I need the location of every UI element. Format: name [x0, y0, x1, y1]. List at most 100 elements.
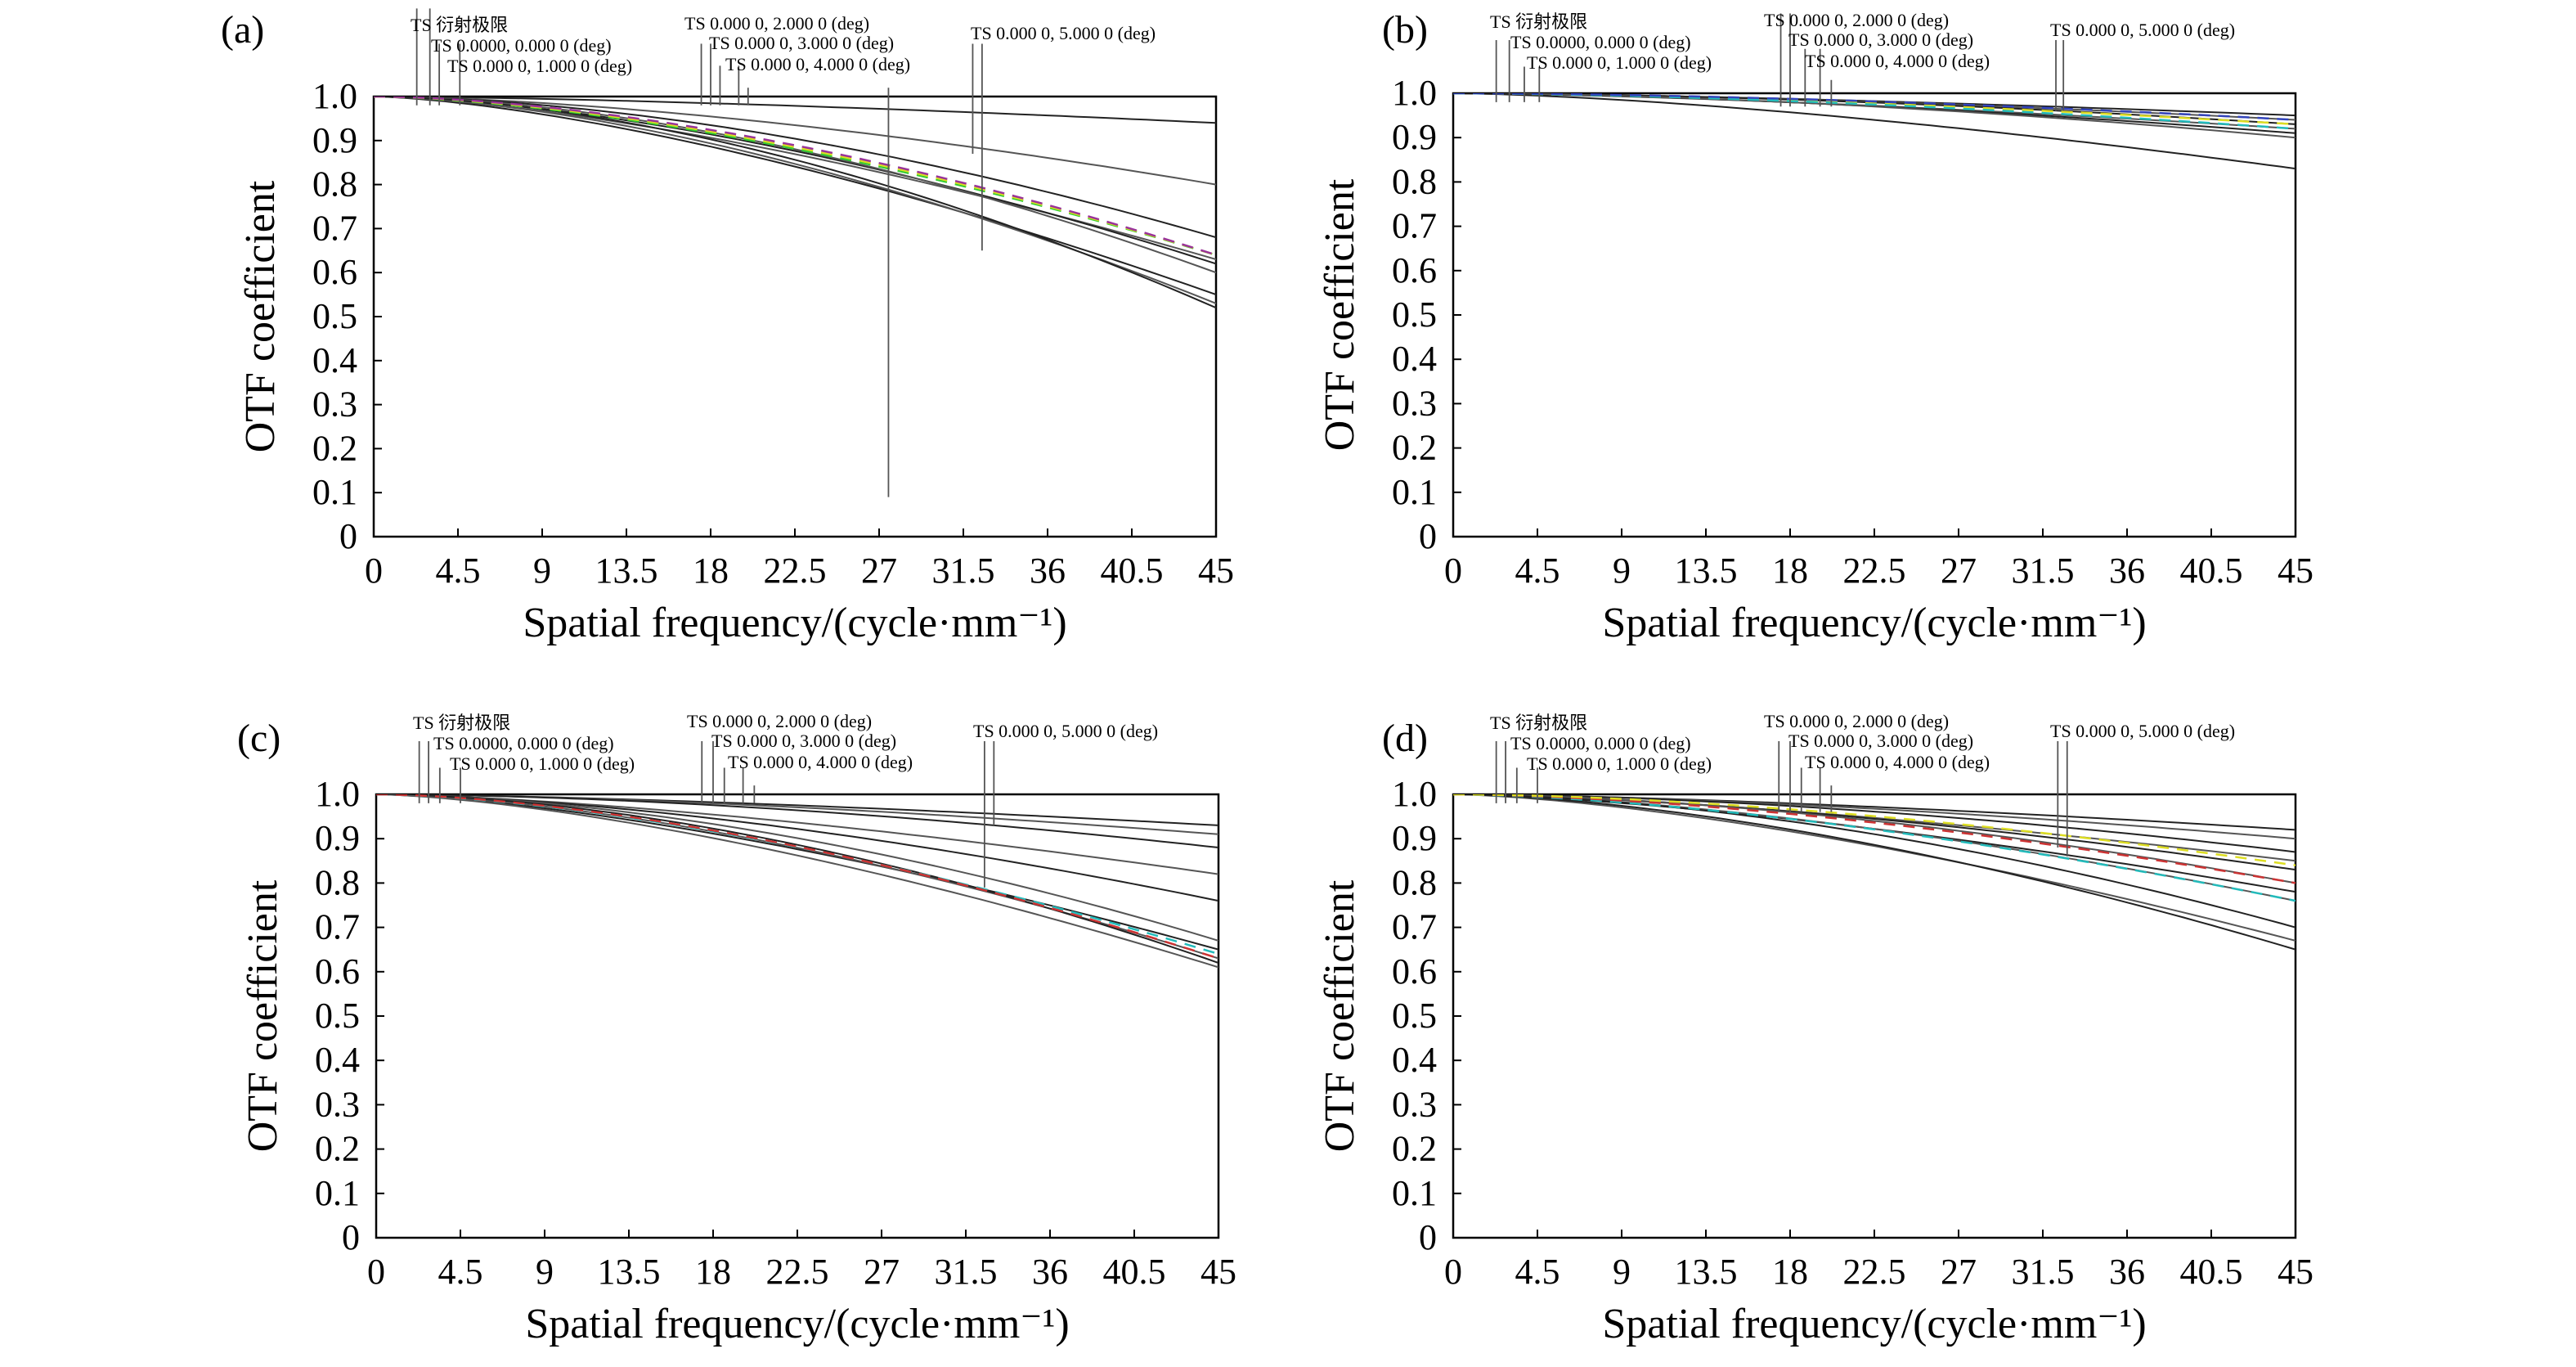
annotation-label: TS 0.000 0, 5.000 0 (deg) [971, 23, 1156, 43]
x-tick-label: 9 [536, 1252, 554, 1292]
y-tick-label: 0.1 [1392, 472, 1437, 512]
mtf-accent-curve [376, 794, 1218, 960]
x-tick-label: 4.5 [1515, 1252, 1560, 1292]
x-tick-label: 9 [533, 551, 551, 591]
annotation-label: TS 0.000 0, 1.000 0 (deg) [447, 56, 632, 76]
x-axis-label: Spatial frequency/(cycle·mm⁻¹) [1602, 600, 2146, 646]
panel-letter: (c) [237, 717, 280, 760]
x-tick-label: 31.5 [935, 1252, 998, 1292]
x-axis-label: Spatial frequency/(cycle·mm⁻¹) [1602, 1301, 2146, 1347]
y-tick-label: 0.3 [1392, 383, 1437, 423]
x-tick-label: 27 [861, 551, 897, 591]
curves [1453, 93, 2296, 170]
panel-letter: (d) [1382, 717, 1428, 760]
mtf-curve [1453, 794, 2296, 951]
annotation-label: TS 衍射极限 [1490, 713, 1587, 733]
y-tick-label: 0.7 [1392, 206, 1437, 246]
annotation-label: TS 0.000 0, 4.000 0 (deg) [728, 752, 913, 772]
mtf-curve [376, 794, 1218, 969]
mtf-curve [376, 794, 1218, 848]
y-tick-label: 0.9 [315, 818, 360, 858]
x-tick-label: 45 [2278, 1252, 2313, 1292]
mtf-curve [1453, 794, 2296, 862]
x-axis-label: Spatial frequency/(cycle·mm⁻¹) [525, 1301, 1069, 1347]
chart-panel-3: (c) 00.10.2 0.30.40.50.60.7 0.80.91.0 0 4.5 9 1… [237, 711, 1236, 1347]
x-tick-label: 40.5 [2180, 1252, 2243, 1292]
x-tick-label: 4.5 [438, 1252, 483, 1292]
x-tick-label: 36 [2109, 1252, 2145, 1292]
y-tick-label: 0.9 [1392, 818, 1437, 858]
curves [374, 97, 1216, 309]
plot-frame [1452, 92, 2297, 538]
mtf-accent-curve [1453, 794, 2296, 902]
x-axis-label: Spatial frequency/(cycle·mm⁻¹) [523, 600, 1066, 646]
annotation-label: TS 0.000 0, 1.000 0 (deg) [450, 753, 635, 774]
x-tick-label: 13.5 [595, 551, 658, 591]
x-tick-label: 22.5 [764, 551, 827, 591]
y-tick-label: 0.6 [312, 252, 357, 292]
x-tick-label: 31.5 [2012, 1252, 2075, 1292]
mtf-curve [374, 97, 1216, 304]
y-tick-label: 0.1 [1392, 1173, 1437, 1213]
plot-frame [372, 95, 1218, 538]
y-tick-label: 0 [1419, 1217, 1437, 1257]
y-tick-label: 0.8 [1392, 862, 1437, 902]
y-tick-label: 0.7 [315, 907, 360, 947]
x-tick-label: 22.5 [1843, 1252, 1906, 1292]
annotation-label: TS 0.0000, 0.000 0 (deg) [433, 733, 614, 753]
panel-letter: (a) [221, 8, 264, 52]
mtf-accent-curve [1453, 794, 2296, 866]
annotation-label: TS 衍射极限 [413, 713, 510, 733]
y-tick-label: 0.3 [315, 1084, 360, 1124]
y-tick-label: 0.6 [1392, 951, 1437, 992]
y-tick-label: 0.5 [315, 996, 360, 1036]
mtf-accent-curve [374, 97, 1216, 256]
y-tick-label: 0.8 [315, 862, 360, 902]
annotation-label: TS 0.000 0, 2.000 0 (deg) [1764, 711, 1949, 731]
y-tick-label: 0.4 [1392, 1040, 1437, 1080]
x-tick-label: 0 [367, 1252, 385, 1292]
annotation-label: TS 0.0000, 0.000 0 (deg) [1510, 32, 1691, 52]
x-tick-label: 22.5 [1843, 551, 1906, 591]
x-tick-label: 31.5 [2012, 551, 2075, 591]
x-tick-label: 13.5 [1675, 551, 1738, 591]
y-axis-label: OTF coefficient [1317, 879, 1363, 1152]
curves [1453, 794, 2296, 951]
mtf-curve [1453, 794, 2296, 902]
y-tick-label: 0.7 [1392, 907, 1437, 947]
annotation-label: TS 衍射极限 [411, 15, 508, 35]
mtf-curve [1453, 794, 2296, 942]
mtf-curve [374, 97, 1216, 239]
x-tick-label: 45 [2278, 551, 2313, 591]
y-axis-label: OTF coefficient [237, 180, 284, 452]
x-tick-label: 22.5 [766, 1252, 829, 1292]
y-tick-label: 0.2 [315, 1129, 360, 1169]
y-axis-label: OTF coefficient [240, 879, 286, 1152]
mtf-curve [374, 97, 1216, 274]
annotation-label: TS 0.0000, 0.000 0 (deg) [431, 35, 612, 56]
mtf-curve [374, 97, 1216, 124]
x-tick-label: 9 [1613, 551, 1631, 591]
x-tick-label: 0 [1444, 1252, 1462, 1292]
mtf-curve [374, 97, 1216, 265]
y-tick-label: 0.9 [312, 120, 357, 160]
annotation-label: TS 0.000 0, 4.000 0 (deg) [725, 54, 910, 74]
mtf-curve [376, 794, 1218, 951]
mtf-accent-curve [374, 97, 1216, 256]
annotation-label: TS 0.000 0, 3.000 0 (deg) [711, 731, 896, 751]
y-tick-label: 0.4 [315, 1040, 360, 1080]
x-tick-label: 4.5 [436, 551, 481, 591]
x-tick-label: 18 [1772, 551, 1808, 591]
annotation-label: TS 0.000 0, 4.000 0 (deg) [1805, 752, 1990, 772]
x-tick-label: 0 [365, 551, 383, 591]
annotation-label: TS 0.000 0, 1.000 0 (deg) [1527, 52, 1712, 73]
y-axis-label: OTF coefficient [1317, 178, 1363, 451]
y-tick-label: 0.6 [1392, 250, 1437, 290]
mtf-curve [1453, 93, 2296, 170]
x-tick-label: 31.5 [932, 551, 995, 591]
x-tick-label: 45 [1198, 551, 1234, 591]
x-tick-label: 27 [1941, 551, 1977, 591]
x-tick-label: 27 [864, 1252, 900, 1292]
y-tick-label: 0 [342, 1217, 360, 1257]
x-tick-label: 27 [1941, 1252, 1977, 1292]
